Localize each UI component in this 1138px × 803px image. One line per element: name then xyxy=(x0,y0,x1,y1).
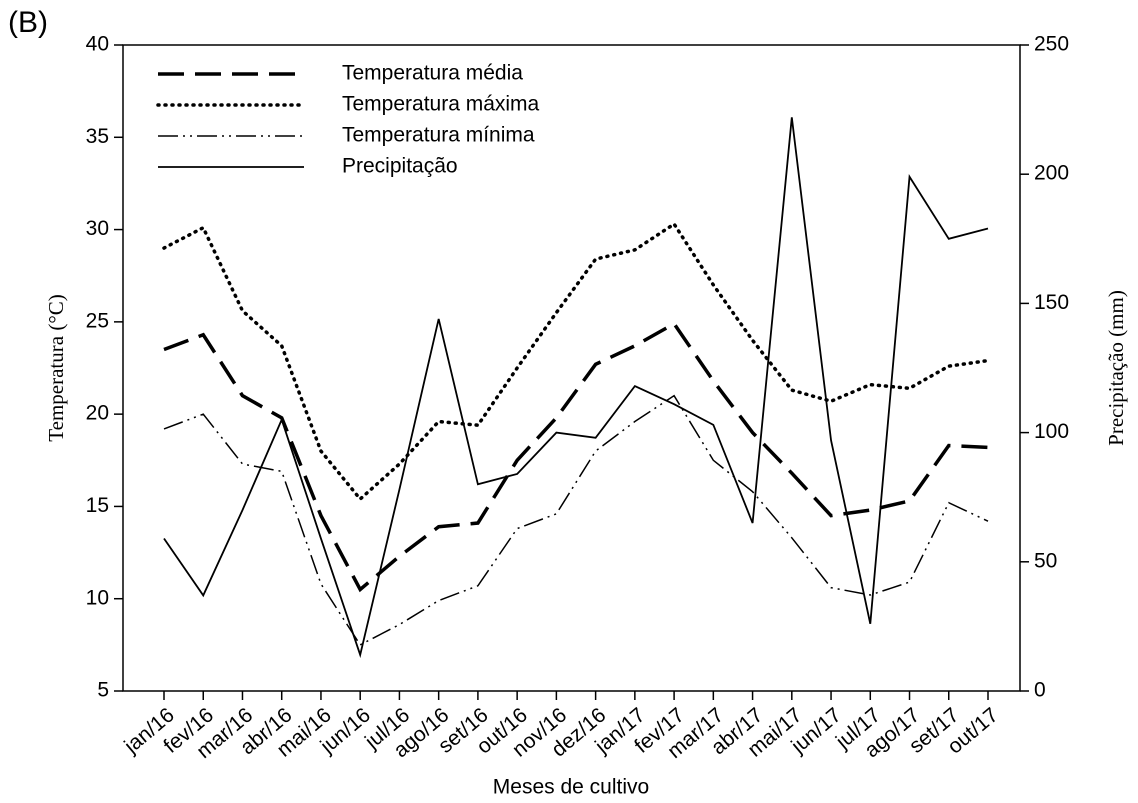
series-line xyxy=(163,394,989,646)
legend-label: Temperatura mínima xyxy=(342,124,535,147)
x-axis-label: Meses de cultivo xyxy=(493,776,649,799)
y-tick-label: 40 xyxy=(86,33,109,56)
y2-tick-label: 0 xyxy=(1034,679,1046,702)
y2-tick-label: 100 xyxy=(1034,420,1069,443)
y-tick-label: 25 xyxy=(86,309,109,332)
legend-label: Precipitação xyxy=(342,155,458,178)
panel-label: (B) xyxy=(8,6,48,39)
y2-tick-label: 50 xyxy=(1034,549,1057,572)
y2-tick-label: 150 xyxy=(1034,291,1069,314)
plot-frame xyxy=(122,44,1021,692)
series-line xyxy=(163,321,989,593)
y-tick-label: 15 xyxy=(86,494,109,517)
y2-tick-label: 250 xyxy=(1034,33,1069,56)
legend-label: Temperatura média xyxy=(342,62,523,85)
series-line xyxy=(162,221,990,502)
y-tick-label: 20 xyxy=(86,402,109,425)
y2-axis-label: Precipitação (mm) xyxy=(1104,290,1128,446)
y2-tick-label: 200 xyxy=(1034,162,1069,185)
y-tick-label: 10 xyxy=(86,586,109,609)
y-tick-label: 30 xyxy=(86,217,109,240)
y-tick-label: 5 xyxy=(97,679,109,702)
series-line xyxy=(163,117,989,659)
y-axis-label: Temperatura (°C) xyxy=(44,294,68,441)
legend-label: Temperatura máxima xyxy=(342,93,540,116)
y-tick-label: 35 xyxy=(86,125,109,148)
